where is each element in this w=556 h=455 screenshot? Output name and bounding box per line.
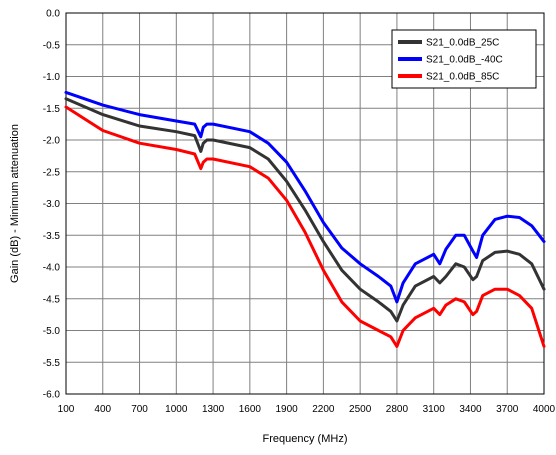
x-tick-label: 1600 (239, 404, 262, 415)
x-axis-label: Frequency (MHz) (263, 433, 348, 445)
y-tick-label: -3.0 (43, 199, 61, 210)
y-tick-label: -5.5 (43, 358, 61, 369)
x-tick-label: 4000 (533, 404, 556, 415)
y-tick-label: -1.0 (43, 72, 61, 83)
y-tick-label: -4.0 (43, 263, 61, 274)
y-tick-label: -6.0 (43, 390, 61, 401)
x-tick-label: 100 (58, 404, 75, 415)
x-tick-label: 700 (131, 404, 148, 415)
x-tick-label: 1300 (202, 404, 225, 415)
legend-label: S21_0.0dB_-40C (426, 55, 503, 66)
y-tick-label: -4.5 (43, 294, 61, 305)
series-lines (64, 90, 546, 348)
legend-label: S21_0.0dB_85C (426, 72, 499, 83)
x-tick-label: 3700 (496, 404, 519, 415)
x-tick-label: 2800 (386, 404, 409, 415)
x-tick-label: 1000 (165, 404, 188, 415)
series-line (64, 90, 546, 304)
y-tick-label: 0.0 (46, 9, 60, 20)
x-tick-label: 400 (94, 404, 111, 415)
plot-border (65, 12, 545, 395)
y-tick-label: -2.5 (43, 167, 61, 178)
y-tick-label: -5.0 (43, 326, 61, 337)
x-tick-labels: 100 400 700 1000 1300 1600 1900 2200 2500 2800 310… (58, 404, 556, 415)
series-line (64, 97, 546, 323)
y-tick-labels: 0.0 -0.5 -1.0 -1.5 -2.0 -2.5 -3.0 -3.5 -4.0 -4.5 -… (43, 9, 61, 401)
x-tick-label: 2200 (312, 404, 335, 415)
legend-label: S21_0.0dB_25C (426, 38, 499, 49)
x-tick-label: 3100 (423, 404, 446, 415)
y-tick-label: -0.5 (43, 40, 61, 51)
legend: S21_0.0dB_25C S21_0.0dB_-40C S21_0.0dB_85C (391, 29, 537, 89)
x-tick-label: 2500 (349, 404, 372, 415)
y-tick-label: -2.0 (43, 136, 61, 147)
series-line (64, 105, 546, 348)
x-tick-label: 1900 (275, 404, 298, 415)
y-tick-label: -1.5 (43, 104, 61, 115)
y-axis-label: Gain (dB) - Minimum attenuation (9, 124, 21, 283)
y-tick-label: -3.5 (43, 231, 61, 242)
x-tick-label: 3400 (459, 404, 482, 415)
